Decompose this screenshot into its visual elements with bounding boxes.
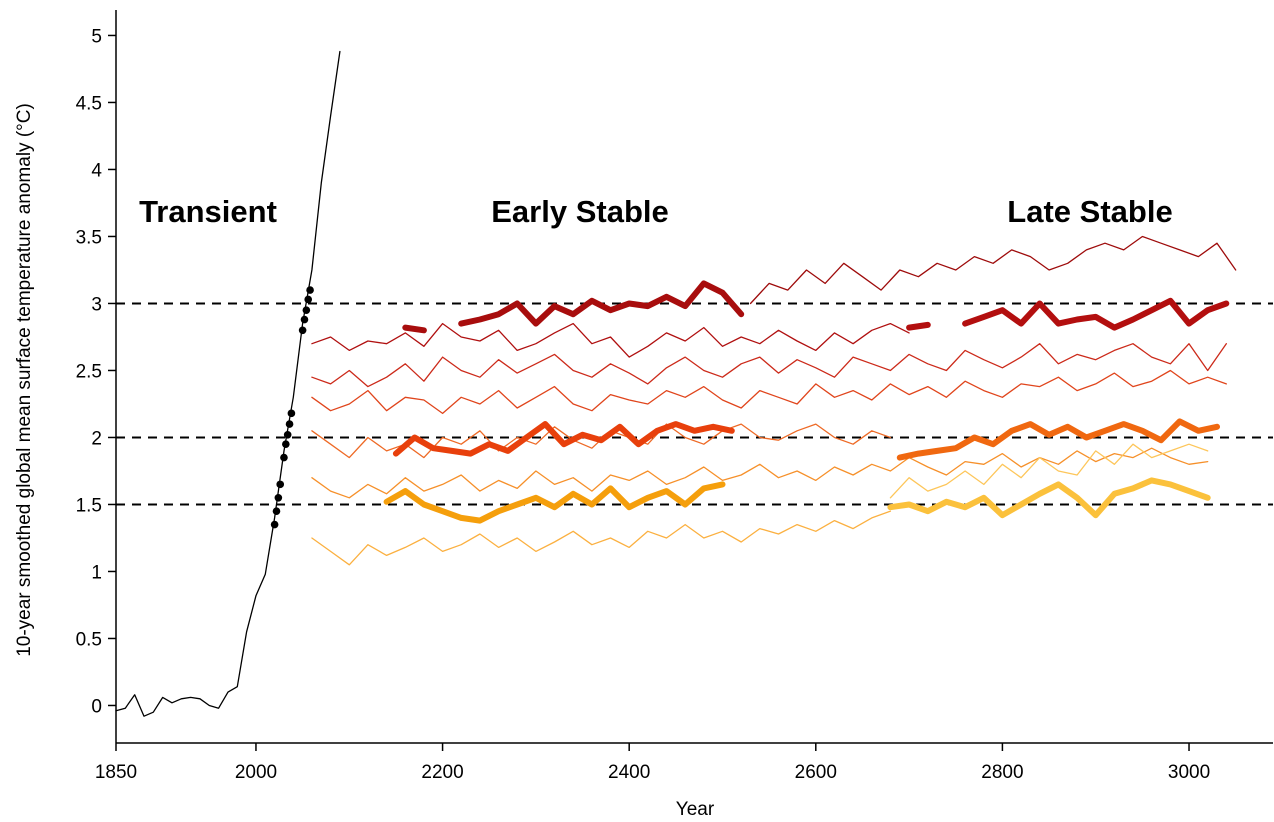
x-tick-label: 2200: [421, 762, 463, 783]
point: [282, 440, 290, 448]
y-tick-label: 4.5: [76, 93, 102, 114]
x-tick-label: 1850: [95, 762, 137, 783]
x-tick-label: 2400: [608, 762, 650, 783]
y-tick-label: 5: [91, 26, 102, 47]
line-series: [749, 235, 1237, 305]
line-series: [311, 510, 892, 566]
point: [276, 480, 285, 489]
point: [302, 306, 311, 314]
annotation: Transient: [139, 194, 277, 229]
line-series: [889, 443, 1209, 499]
line-series: [115, 50, 341, 717]
line-series: [402, 280, 745, 334]
line-series: [896, 418, 1220, 461]
point: [287, 409, 296, 418]
y-tick-label: 0.5: [76, 629, 102, 650]
line-series: [311, 447, 1209, 499]
line-series: [311, 369, 1227, 415]
x-tick-label: 2000: [235, 762, 277, 783]
y-tick-label: 2.5: [76, 361, 102, 382]
line-series: [392, 421, 735, 457]
line-series: [311, 322, 910, 358]
line-series: [311, 343, 1227, 388]
y-tick-label: 1.5: [76, 495, 102, 516]
point: [304, 295, 313, 304]
point: [300, 315, 309, 324]
y-tick-label: 0: [91, 696, 102, 717]
annotation: Late Stable: [1007, 194, 1172, 229]
y-tick-label: 3: [91, 294, 102, 315]
y-tick-label: 1: [91, 562, 102, 583]
y-tick-label: 2: [91, 428, 102, 449]
y-axis-label: 10-year smoothed global mean surface tem…: [14, 103, 35, 657]
point: [272, 507, 281, 515]
x-tick-label: 2800: [981, 762, 1023, 783]
line-series: [906, 297, 1230, 331]
x-tick-label: 2600: [795, 762, 837, 783]
point: [280, 453, 288, 462]
point: [285, 420, 294, 428]
x-tick-label: 3000: [1168, 762, 1210, 783]
point: [283, 430, 292, 439]
y-tick-label: 4: [91, 160, 102, 181]
line-series: [887, 477, 1211, 519]
x-axis-label: Year: [676, 799, 715, 820]
line-series: [383, 481, 726, 524]
point: [298, 326, 307, 335]
annotation: Early Stable: [491, 194, 668, 229]
point: [306, 286, 314, 294]
y-tick-label: 3.5: [76, 227, 102, 248]
point: [274, 493, 283, 502]
point: [270, 520, 279, 529]
